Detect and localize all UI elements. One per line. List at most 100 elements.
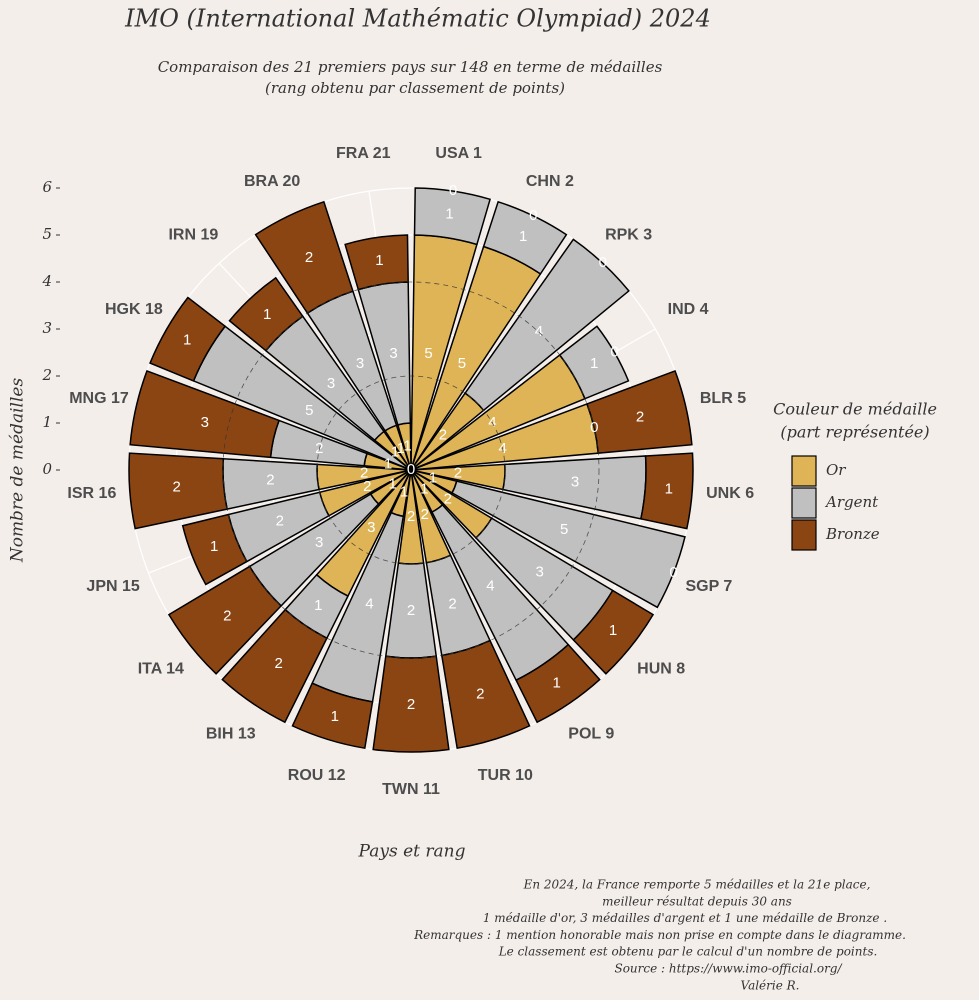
category-label: TWN 11 <box>382 781 440 798</box>
value-label: 5 <box>305 402 313 419</box>
value-label: 1 <box>420 480 428 497</box>
category-label: BRA 20 <box>244 173 300 190</box>
category-label: USA 1 <box>435 145 482 162</box>
legend-title: Couleur de médaille <box>773 400 937 419</box>
value-label: 1 <box>590 355 598 372</box>
value-label: 5 <box>560 521 568 538</box>
bar-segment <box>291 682 374 750</box>
value-label: 0 <box>610 343 618 360</box>
category-label: HGK 18 <box>105 301 163 318</box>
value-label: 3 <box>201 414 209 431</box>
value-label: 5 <box>458 355 466 372</box>
legend-label: Or <box>826 461 846 479</box>
category-label: SGP 7 <box>685 578 732 595</box>
value-label: 4 <box>535 323 543 340</box>
category-label: RPK 3 <box>605 227 652 244</box>
value-label: 1 <box>519 228 527 245</box>
caption: Remarques : 1 mention honorable mais non… <box>413 928 906 942</box>
category-label: CHN 2 <box>526 173 574 190</box>
category-label: FRA 21 <box>336 145 391 162</box>
value-label: 2 <box>448 596 456 613</box>
category-label: POL 9 <box>568 726 614 743</box>
bar-segment <box>440 639 531 750</box>
value-label: 1 <box>210 538 218 555</box>
value-label: 1 <box>397 440 405 457</box>
bar-segment <box>129 369 280 459</box>
bar-segment <box>167 565 283 675</box>
category-label: ISR 16 <box>67 485 116 502</box>
bar-segment <box>149 296 227 382</box>
bar-segment <box>639 452 694 530</box>
value-label: 2 <box>439 427 447 444</box>
value-label: 2 <box>407 602 415 619</box>
category-label: IRN 19 <box>168 227 218 244</box>
value-label: 4 <box>486 577 494 594</box>
value-label: 2 <box>266 472 274 489</box>
value-label: 2 <box>407 508 415 525</box>
value-label: 2 <box>360 464 368 481</box>
caption: Source : https://www.imo-official.org/ <box>614 962 843 976</box>
value-label: 0 <box>407 461 415 478</box>
bar-segment <box>181 513 248 586</box>
value-label: 3 <box>535 564 543 581</box>
category-label: ROU 12 <box>288 767 346 784</box>
value-label: 2 <box>444 490 452 507</box>
legend-swatch <box>791 487 817 519</box>
value-label: 1 <box>331 708 339 725</box>
reference-circle <box>316 375 506 565</box>
category-label: MNG 17 <box>69 390 129 407</box>
caption: En 2024, la France remporte 5 médailles … <box>523 878 871 892</box>
value-label: 3 <box>389 345 397 362</box>
category-label: JPN 15 <box>86 578 139 595</box>
category-label: IND 4 <box>668 301 709 318</box>
caption: Le classement est obtenu par le calcul d… <box>498 945 878 959</box>
value-label: 1 <box>314 597 322 614</box>
value-label: 2 <box>276 512 284 529</box>
y-tick-label: 5 <box>42 225 52 243</box>
caption: Valérie R. <box>741 978 800 992</box>
value-label: 1 <box>263 306 271 323</box>
legend-swatch <box>791 519 817 551</box>
value-label: 5 <box>424 345 432 362</box>
value-label: 2 <box>407 696 415 713</box>
caption: meilleur résultat depuis 30 ans <box>602 894 792 908</box>
value-label: 1 <box>388 476 396 493</box>
subtitle: (rang obtenu par classement de points) <box>265 79 565 97</box>
category-label: BIH 13 <box>206 726 256 743</box>
value-label: 0 <box>449 182 457 199</box>
value-label: 0 <box>669 564 677 581</box>
value-label: 3 <box>571 473 579 490</box>
y-axis-label: Nombre de médailles <box>8 378 28 564</box>
value-label: 3 <box>327 375 335 392</box>
value-label: 2 <box>454 464 462 481</box>
category-label: TUR 10 <box>478 767 533 784</box>
value-label: 2 <box>421 506 429 523</box>
bar-segment <box>451 480 686 609</box>
value-label: 2 <box>305 249 313 266</box>
value-label: 1 <box>609 622 617 639</box>
bar-segment <box>228 276 304 352</box>
category-label: BLR 5 <box>700 390 746 407</box>
y-tick-label: 1 <box>42 413 52 431</box>
value-label: 2 <box>476 686 484 703</box>
legend-title: (part représentée) <box>780 423 929 442</box>
bar-segment <box>464 238 630 412</box>
value-label: 1 <box>375 252 383 269</box>
value-label: 1 <box>552 675 560 692</box>
category-label: ITA 14 <box>138 661 184 678</box>
value-label: 4 <box>365 596 373 613</box>
bar-segment <box>572 589 655 675</box>
value-label: 2 <box>223 607 231 624</box>
value-label: 3 <box>356 355 364 372</box>
value-label: 0 <box>599 254 607 271</box>
category-label: HUN 8 <box>637 661 685 678</box>
subtitle: Comparaison des 21 premiers pays sur 148… <box>158 58 663 76</box>
value-label: 1 <box>400 483 408 500</box>
reference-circle <box>222 281 600 659</box>
chart-title: IMO (International Mathématic Olympiad) … <box>124 5 711 33</box>
y-tick-label: 4 <box>41 272 52 290</box>
bar-segment <box>482 200 568 275</box>
value-label: 1 <box>665 480 673 497</box>
value-label: 1 <box>403 438 411 455</box>
